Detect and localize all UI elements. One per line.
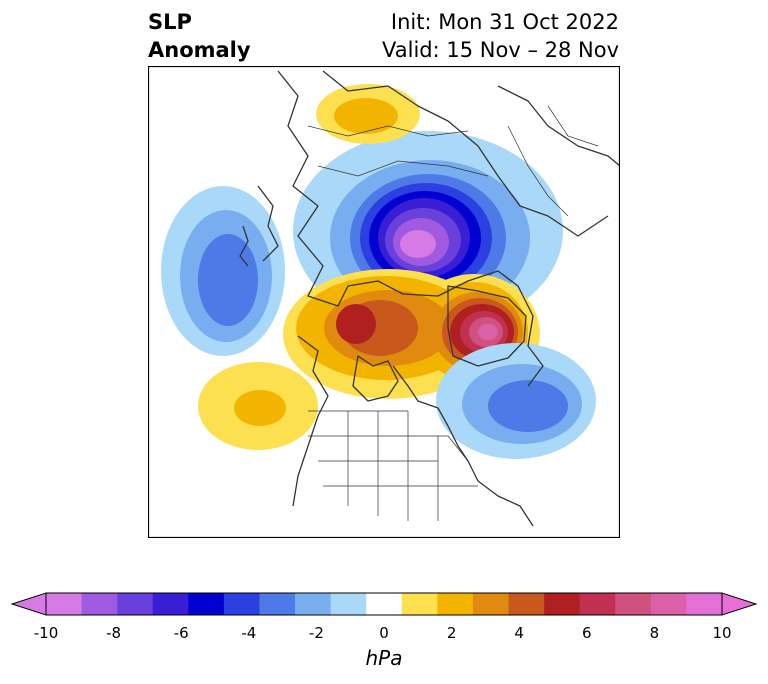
colorbar-tick-label: -8 <box>106 624 122 642</box>
colorbar-segment <box>46 593 82 615</box>
colorbar-tick-label: -4 <box>241 624 257 642</box>
valid-range: Valid: 15 Nov – 28 Nov <box>382 38 619 62</box>
colorbar-segment <box>437 593 474 615</box>
colorbar-tick-label: -6 <box>173 624 189 642</box>
colorbar-segment <box>650 593 687 615</box>
colorbar-tick-label: -2 <box>308 624 324 642</box>
colorbar-bar <box>10 592 758 616</box>
title-quantity: Anomaly <box>148 38 251 62</box>
colorbar-tick-label: 4 <box>514 624 524 642</box>
colorbar-segment <box>579 593 616 615</box>
title-right: Init: Mon 31 Oct 2022 Valid: 15 Nov – 28… <box>382 8 619 64</box>
contour-aleutian-low <box>436 343 596 459</box>
colorbar-segment <box>686 593 723 615</box>
colorbar-tick-label: -10 <box>33 624 59 642</box>
map-canvas <box>148 66 620 538</box>
colorbar-segment <box>508 593 545 615</box>
anomaly-map <box>148 66 620 538</box>
colorbar-segment <box>472 593 509 615</box>
colorbar-segment <box>223 593 260 615</box>
political-borders <box>307 105 599 521</box>
colorbar-tick-label: 0 <box>379 624 389 642</box>
colorbar-segment <box>81 593 118 615</box>
init-date: Init: Mon 31 Oct 2022 <box>390 10 619 34</box>
title-left: SLP Anomaly <box>148 8 251 64</box>
colorbar-segment <box>544 593 580 615</box>
colorbar-tick-label: 2 <box>446 624 457 642</box>
colorbar-segment <box>152 593 189 615</box>
colorbar-frame <box>45 592 723 616</box>
colorbar-segment <box>366 593 403 615</box>
colorbar-segment <box>295 593 331 615</box>
colorbar-segment <box>117 593 154 615</box>
colorbar-tick-label: 6 <box>582 624 592 642</box>
colorbar-segment <box>330 593 367 615</box>
colorbar-segment <box>401 593 438 615</box>
colorbar <box>0 580 768 680</box>
coastlines <box>239 70 620 527</box>
colorbar-segment <box>615 593 652 615</box>
map-border <box>148 66 620 538</box>
colorbar-tick-label: 8 <box>649 624 660 642</box>
contour-europe-low <box>161 186 285 356</box>
colorbar-unit: hPa <box>365 646 403 670</box>
contour-pacific-high <box>198 362 318 450</box>
contour-siberia-high <box>316 84 420 144</box>
colorbar-over-arrow <box>721 592 758 616</box>
title-variable: SLP <box>148 10 192 34</box>
colorbar-segment <box>259 593 296 615</box>
colorbar-tick-label: 10 <box>712 624 732 642</box>
colorbar-under-arrow <box>10 592 47 616</box>
colorbar-segment <box>188 593 225 615</box>
